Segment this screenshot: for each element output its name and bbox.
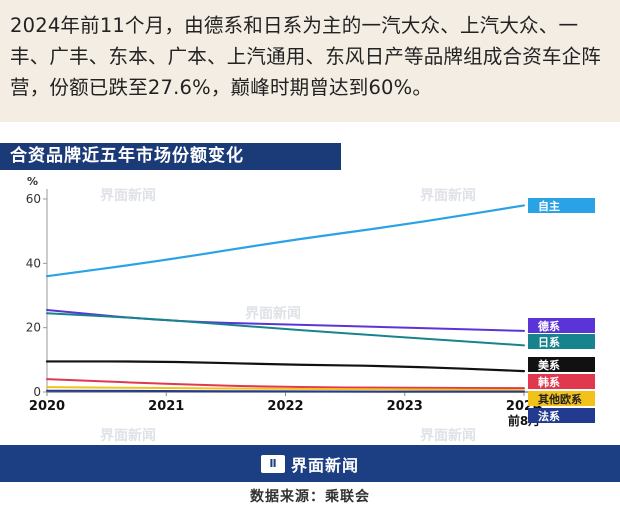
- legend-label-4: 韩系: [538, 375, 560, 389]
- data-source: 数据来源：乘联会: [250, 489, 370, 505]
- series-line-2: [46, 312, 525, 347]
- legend-swatch-1: [528, 318, 595, 333]
- y-tick-label-60: 60: [26, 192, 41, 206]
- footer-bar: Ⅱ 界面新闻: [0, 445, 620, 482]
- legend-label-0: 自主: [538, 199, 560, 213]
- watermark-2: 界面新闻: [245, 305, 301, 322]
- y-tick-label-20: 20: [26, 321, 41, 335]
- series-line-3: [45, 360, 526, 373]
- y-tick-label-0: 0: [33, 385, 41, 399]
- x-tick-label-2022: 2022: [267, 399, 303, 414]
- y-tick-label-40: 40: [26, 256, 41, 270]
- brand-logo-icon: Ⅱ: [260, 454, 285, 473]
- y-axis-unit: %: [27, 175, 38, 188]
- series-line-6: [46, 389, 525, 393]
- legend-label-5: 其他欧系: [538, 392, 582, 406]
- legend-label-6: 法系: [538, 409, 560, 423]
- legend-swatch-5: [528, 391, 595, 406]
- watermark-1: 界面新闻: [420, 187, 476, 204]
- watermark-0: 界面新闻: [100, 187, 156, 204]
- series-line-5: [46, 386, 525, 392]
- caption-panel: 2024年前11个月，由德系和日系为主的一汽大众、上汽大众、一丰、广丰、东本、广…: [0, 0, 620, 122]
- legend-label-2: 日系: [538, 335, 560, 349]
- x-tick-label-2020: 2020: [29, 399, 65, 414]
- legend-swatch-2: [528, 334, 595, 349]
- watermark-4: 界面新闻: [100, 427, 156, 444]
- watermark-3: 界面新闻: [420, 427, 476, 444]
- series-line-1: [46, 308, 525, 332]
- chart-title: 合资品牌近五年市场份额变化: [10, 146, 244, 166]
- x-tick-label-2021: 2021: [148, 399, 184, 414]
- footer-brand: 界面新闻: [290, 455, 359, 475]
- legend-label-1: 德系: [537, 319, 560, 333]
- series-line-4: [46, 378, 525, 390]
- legend-swatch-6: [528, 408, 595, 423]
- legend-swatch-0: [528, 198, 595, 213]
- chart-title-bar: 合资品牌近五年市场份额变化: [0, 143, 341, 170]
- series-line-0: [45, 204, 526, 278]
- legend-label-3: 美系: [538, 358, 560, 372]
- legend-swatch-4: [528, 374, 595, 389]
- caption-text: 2024年前11个月，由德系和日系为主的一汽大众、上汽大众、一丰、广丰、东本、广…: [10, 14, 602, 99]
- x-tick-label-2023: 2023: [387, 399, 423, 414]
- legend-swatch-3: [528, 357, 595, 372]
